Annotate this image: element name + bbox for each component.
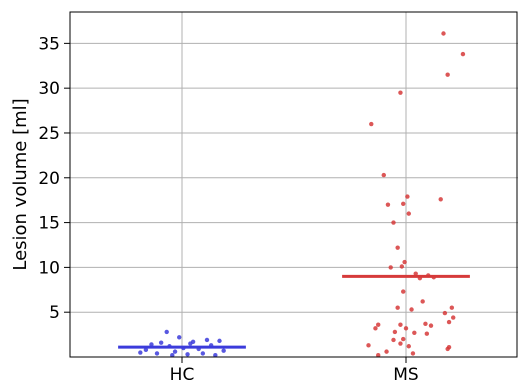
grid-lines (70, 12, 518, 357)
data-point-ms (445, 346, 450, 352)
data-point-hc (138, 350, 143, 355)
data-point-hc (204, 337, 210, 343)
data-point-ms (385, 202, 391, 207)
y-tick-label: 5 (49, 303, 60, 323)
data-point-hc (170, 353, 175, 358)
data-point-ms (428, 323, 434, 328)
data-point-hc (172, 349, 178, 354)
data-point-ms (373, 326, 378, 331)
data-point-ms (402, 259, 407, 265)
data-point-hc (177, 335, 182, 340)
y-axis-label: Lesion volume [ml] (10, 98, 31, 270)
data-point-ms (391, 337, 396, 343)
chart-marks (118, 31, 470, 358)
data-point-ms (401, 336, 406, 342)
data-point-ms (392, 329, 398, 335)
x-axis-ticks: HC MS (170, 357, 419, 385)
data-point-ms (395, 245, 400, 250)
data-point-ms (406, 344, 411, 349)
data-point-ms (366, 343, 371, 348)
data-point-ms (369, 121, 374, 127)
data-point-ms (446, 319, 452, 325)
data-point-ms (381, 172, 386, 178)
data-point-hc (154, 351, 160, 356)
y-tick-label: 30 (38, 79, 60, 99)
data-point-ms (391, 220, 396, 225)
x-tick-label: HC (170, 365, 195, 385)
data-point-hc (158, 340, 164, 345)
y-tick-label: 25 (38, 124, 60, 144)
data-point-ms (395, 305, 400, 310)
data-point-ms (460, 51, 466, 57)
data-point-ms (420, 299, 425, 304)
data-point-hc (143, 347, 149, 353)
data-point-hc (185, 352, 190, 357)
data-point-ms (451, 315, 456, 320)
data-point-ms (438, 197, 443, 202)
y-tick-label: 15 (38, 214, 60, 234)
data-point-ms (442, 310, 448, 316)
y-tick-label: 10 (38, 258, 60, 278)
data-point-ms (398, 90, 403, 95)
data-point-ms (384, 349, 389, 354)
data-point-ms (406, 211, 411, 216)
data-point-ms (423, 321, 428, 327)
data-point-hc (188, 341, 193, 346)
data-point-hc (164, 329, 169, 335)
y-axis-ticks: 5 10 15 20 25 30 35 (38, 34, 70, 323)
data-point-ms (398, 341, 403, 346)
data-point-ms (388, 265, 393, 270)
data-point-hc (213, 353, 218, 358)
data-point-ms (398, 322, 403, 327)
data-point-hc (221, 348, 226, 353)
data-point-ms (413, 271, 418, 276)
data-point-ms (405, 194, 410, 199)
data-point-ms (401, 201, 406, 206)
data-point-ms (399, 264, 405, 269)
data-point-ms (376, 322, 381, 327)
data-point-ms (409, 307, 414, 312)
y-tick-label: 35 (38, 34, 60, 54)
y-tick-label: 20 (38, 169, 60, 189)
data-point-hc (200, 351, 206, 356)
data-point-ms (449, 305, 455, 310)
data-point-ms (441, 31, 446, 36)
data-point-ms (424, 331, 430, 336)
data-point-ms (376, 353, 381, 358)
x-tick-label: MS (393, 365, 418, 385)
data-point-ms (401, 289, 406, 294)
data-point-hc (217, 338, 222, 344)
data-point-ms (403, 326, 409, 331)
plot-frame (69, 11, 518, 358)
data-point-ms (445, 72, 450, 77)
data-point-hc (149, 342, 154, 347)
data-point-ms (412, 330, 417, 336)
data-point-ms (410, 351, 416, 356)
